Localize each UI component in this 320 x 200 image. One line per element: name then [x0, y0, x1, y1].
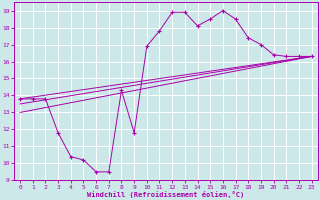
- X-axis label: Windchill (Refroidissement éolien,°C): Windchill (Refroidissement éolien,°C): [87, 191, 244, 198]
